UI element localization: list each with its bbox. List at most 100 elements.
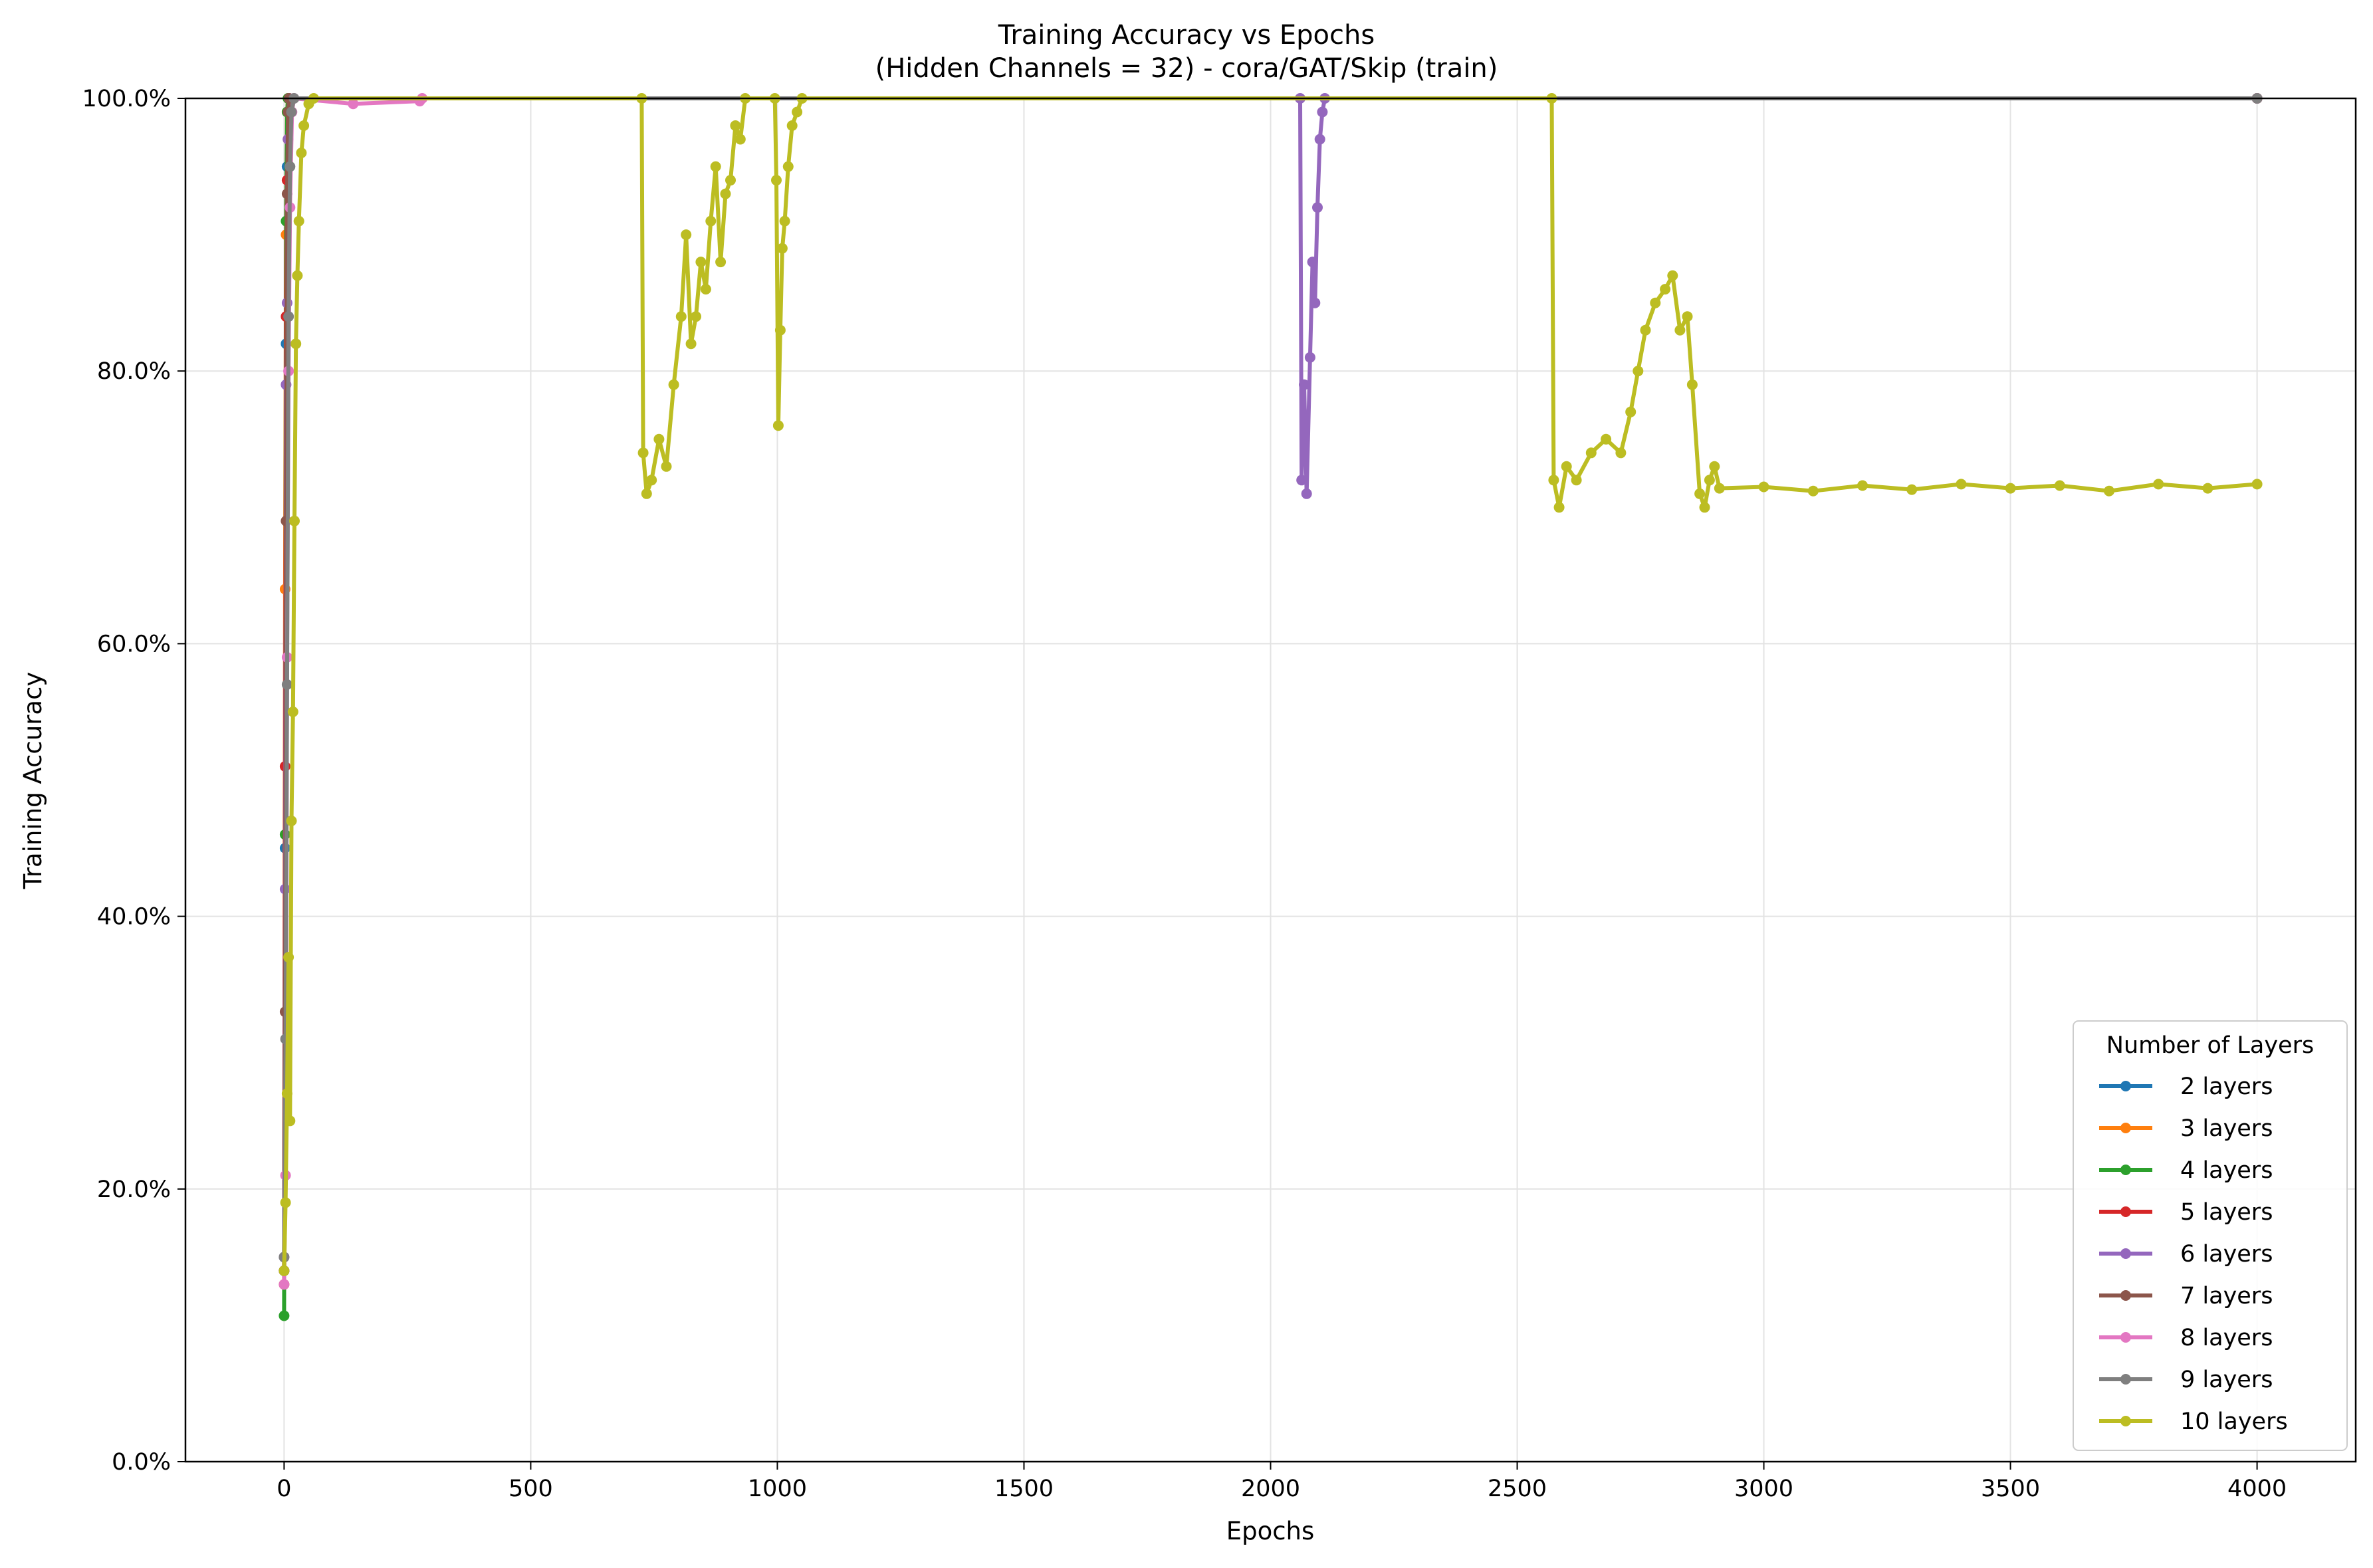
data-point	[279, 1279, 290, 1290]
data-point	[691, 311, 701, 322]
y-tick-label: 80.0%	[97, 358, 171, 385]
data-point	[287, 706, 298, 717]
data-point	[1709, 461, 1720, 472]
chart-subtitle: (Hidden Channels = 32) - cora/GAT/Skip (…	[875, 53, 1498, 84]
data-point	[695, 257, 707, 268]
data-point	[1640, 324, 1651, 336]
legend-swatch-marker	[2120, 1081, 2131, 1091]
data-point	[725, 175, 736, 186]
y-tick-label: 40.0%	[97, 904, 171, 931]
legend-label: 3 layers	[2180, 1115, 2273, 1142]
data-point	[1304, 352, 1315, 363]
data-point	[710, 161, 721, 172]
data-point	[2054, 480, 2065, 491]
data-point	[685, 338, 697, 350]
legend-swatch-marker	[2120, 1290, 2131, 1301]
data-point	[2202, 483, 2213, 494]
data-point	[1699, 502, 1710, 513]
data-point	[1625, 406, 1637, 417]
data-point	[1714, 483, 1725, 494]
grid	[185, 98, 2356, 1462]
data-point	[1686, 379, 1698, 390]
legend-label: 7 layers	[2180, 1283, 2273, 1309]
data-point	[779, 215, 790, 227]
legend-label: 10 layers	[2180, 1408, 2288, 1435]
data-point	[283, 311, 294, 322]
x-tick-label: 4000	[2227, 1476, 2287, 1502]
data-point	[641, 488, 652, 499]
data-point	[1561, 461, 1572, 472]
legend-label: 9 layers	[2180, 1367, 2273, 1393]
y-axis-label: Training Accuracy	[19, 672, 47, 890]
data-point	[1694, 488, 1706, 499]
data-point	[1314, 134, 1325, 145]
data-point	[289, 515, 300, 526]
x-tick-label: 1500	[994, 1476, 1054, 1502]
data-point	[284, 1115, 296, 1127]
data-point	[293, 215, 304, 227]
data-point	[1553, 502, 1565, 513]
data-point	[2251, 479, 2263, 490]
data-point	[700, 284, 711, 295]
data-point	[730, 120, 741, 131]
data-point	[290, 338, 302, 350]
x-axis-label: Epochs	[1226, 1517, 1315, 1545]
data-point	[1296, 475, 1307, 486]
data-point	[786, 120, 798, 131]
data-point	[1807, 485, 1819, 497]
legend-label: 6 layers	[2180, 1241, 2273, 1268]
data-point	[1548, 475, 1559, 486]
data-point	[637, 447, 649, 459]
data-point	[286, 106, 297, 118]
data-point	[281, 1088, 292, 1099]
legend: Number of Layers 2 layers 3 layers 4 layer…	[2073, 1020, 2348, 1451]
legend-items: 2 layers 3 layers 4 layers 5 layers 6 layers…	[2099, 1073, 2288, 1435]
data-point	[1585, 447, 1597, 459]
x-tick-label: 0	[277, 1476, 291, 1502]
x-tick-label: 3000	[1734, 1476, 1793, 1502]
legend-swatch-marker	[2120, 1374, 2131, 1385]
data-point	[1674, 324, 1686, 336]
data-point	[782, 161, 794, 172]
legend-title: Number of Layers	[2106, 1032, 2314, 1059]
data-point	[653, 433, 665, 445]
data-point	[2153, 479, 2164, 490]
data-point	[2005, 483, 2016, 494]
legend-label: 8 layers	[2180, 1325, 2273, 1351]
data-point	[792, 106, 803, 118]
data-point	[705, 215, 717, 227]
data-point	[283, 952, 294, 963]
data-point	[348, 98, 359, 110]
data-point	[284, 161, 296, 172]
data-point	[280, 1197, 291, 1208]
data-point	[771, 175, 782, 186]
data-point	[1682, 311, 1693, 322]
data-point	[661, 461, 672, 472]
data-point	[668, 379, 679, 390]
legend-swatch-marker	[2120, 1206, 2131, 1217]
data-point	[1301, 488, 1312, 499]
legend-label: 5 layers	[2180, 1199, 2273, 1226]
data-point	[776, 243, 788, 254]
axis-ticks: 0 500 1000 1500 2000 2500 3000 3500 4000 0.0% 20.0…	[82, 86, 2287, 1502]
data-point	[298, 120, 310, 131]
data-point	[1317, 106, 1328, 118]
data-point	[772, 420, 784, 431]
data-point	[1650, 297, 1661, 308]
data-point	[281, 679, 292, 690]
data-point	[1758, 481, 1769, 493]
series-9-layers	[279, 93, 2263, 1263]
chart-title: Training Accuracy vs Epochs	[998, 20, 1375, 51]
y-tick-label: 100.0%	[82, 86, 171, 112]
y-tick-label: 60.0%	[97, 631, 171, 657]
data-point	[1956, 479, 1967, 490]
legend-swatch-marker	[2120, 1248, 2131, 1259]
data-point	[296, 148, 307, 158]
data-point	[1704, 475, 1715, 486]
data-point	[1615, 447, 1627, 459]
x-tick-label: 500	[508, 1476, 553, 1502]
data-point	[1307, 257, 1318, 268]
data-point	[1601, 433, 1612, 445]
x-tick-label: 1000	[748, 1476, 807, 1502]
